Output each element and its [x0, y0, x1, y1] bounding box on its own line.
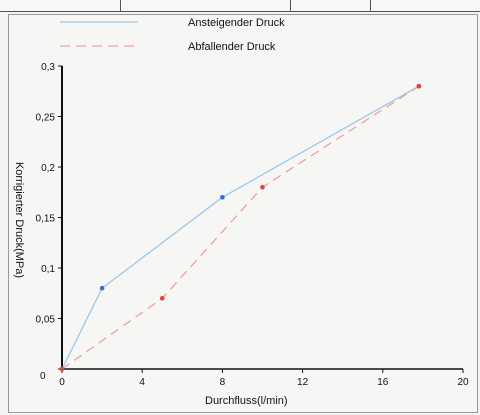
data-point-abfallender — [59, 366, 65, 372]
y-tick-label: 0,2 — [41, 163, 55, 174]
x-tick-label: 8 — [220, 377, 226, 388]
data-point-abfallender — [416, 83, 422, 89]
legend-label-abfallender: Abfallender Druck — [188, 41, 276, 53]
x-tick-label: 4 — [139, 377, 145, 388]
table-cell — [0, 0, 121, 12]
x-tick-label: 12 — [297, 377, 309, 388]
chart-frame — [8, 14, 478, 413]
y-tick-label: 0,25 — [36, 113, 56, 124]
y-tick-label: 0,15 — [36, 214, 56, 225]
data-point-ansteigender — [220, 195, 225, 200]
legend: Ansteigender Druck Abfallender Druck — [60, 17, 285, 53]
y-axis-title: Korrigierter Druck(MPa) — [13, 162, 25, 278]
table-cell — [120, 0, 291, 12]
y-tick-label: 0,3 — [41, 62, 55, 73]
top-table-edge — [0, 0, 480, 12]
series-line-abfallender — [61, 85, 420, 370]
data-point-abfallender — [260, 184, 265, 190]
data-point-ansteigender — [99, 285, 105, 291]
x-tick-label: 0 — [59, 377, 65, 388]
x-tick-label: 16 — [377, 377, 389, 388]
data-point-abfallender — [159, 296, 165, 301]
y-tick-label: 0,05 — [36, 315, 56, 326]
x-tick-label: 20 — [457, 377, 469, 388]
axis-ticks: 0 4 8 12 16 20 0 0,05 0,1 0,15 0,2 0,25 0,3 — [36, 62, 469, 388]
legend-label-ansteigender: Ansteigender Druck — [188, 17, 285, 29]
series-line-ansteigender — [61, 85, 420, 370]
plot-area — [59, 83, 422, 372]
x-axis-title: Durchfluss(l/min) — [205, 395, 288, 407]
y-tick-label: 0,1 — [41, 264, 55, 275]
table-cell — [290, 0, 371, 12]
y-tick-label: 0 — [40, 371, 46, 382]
